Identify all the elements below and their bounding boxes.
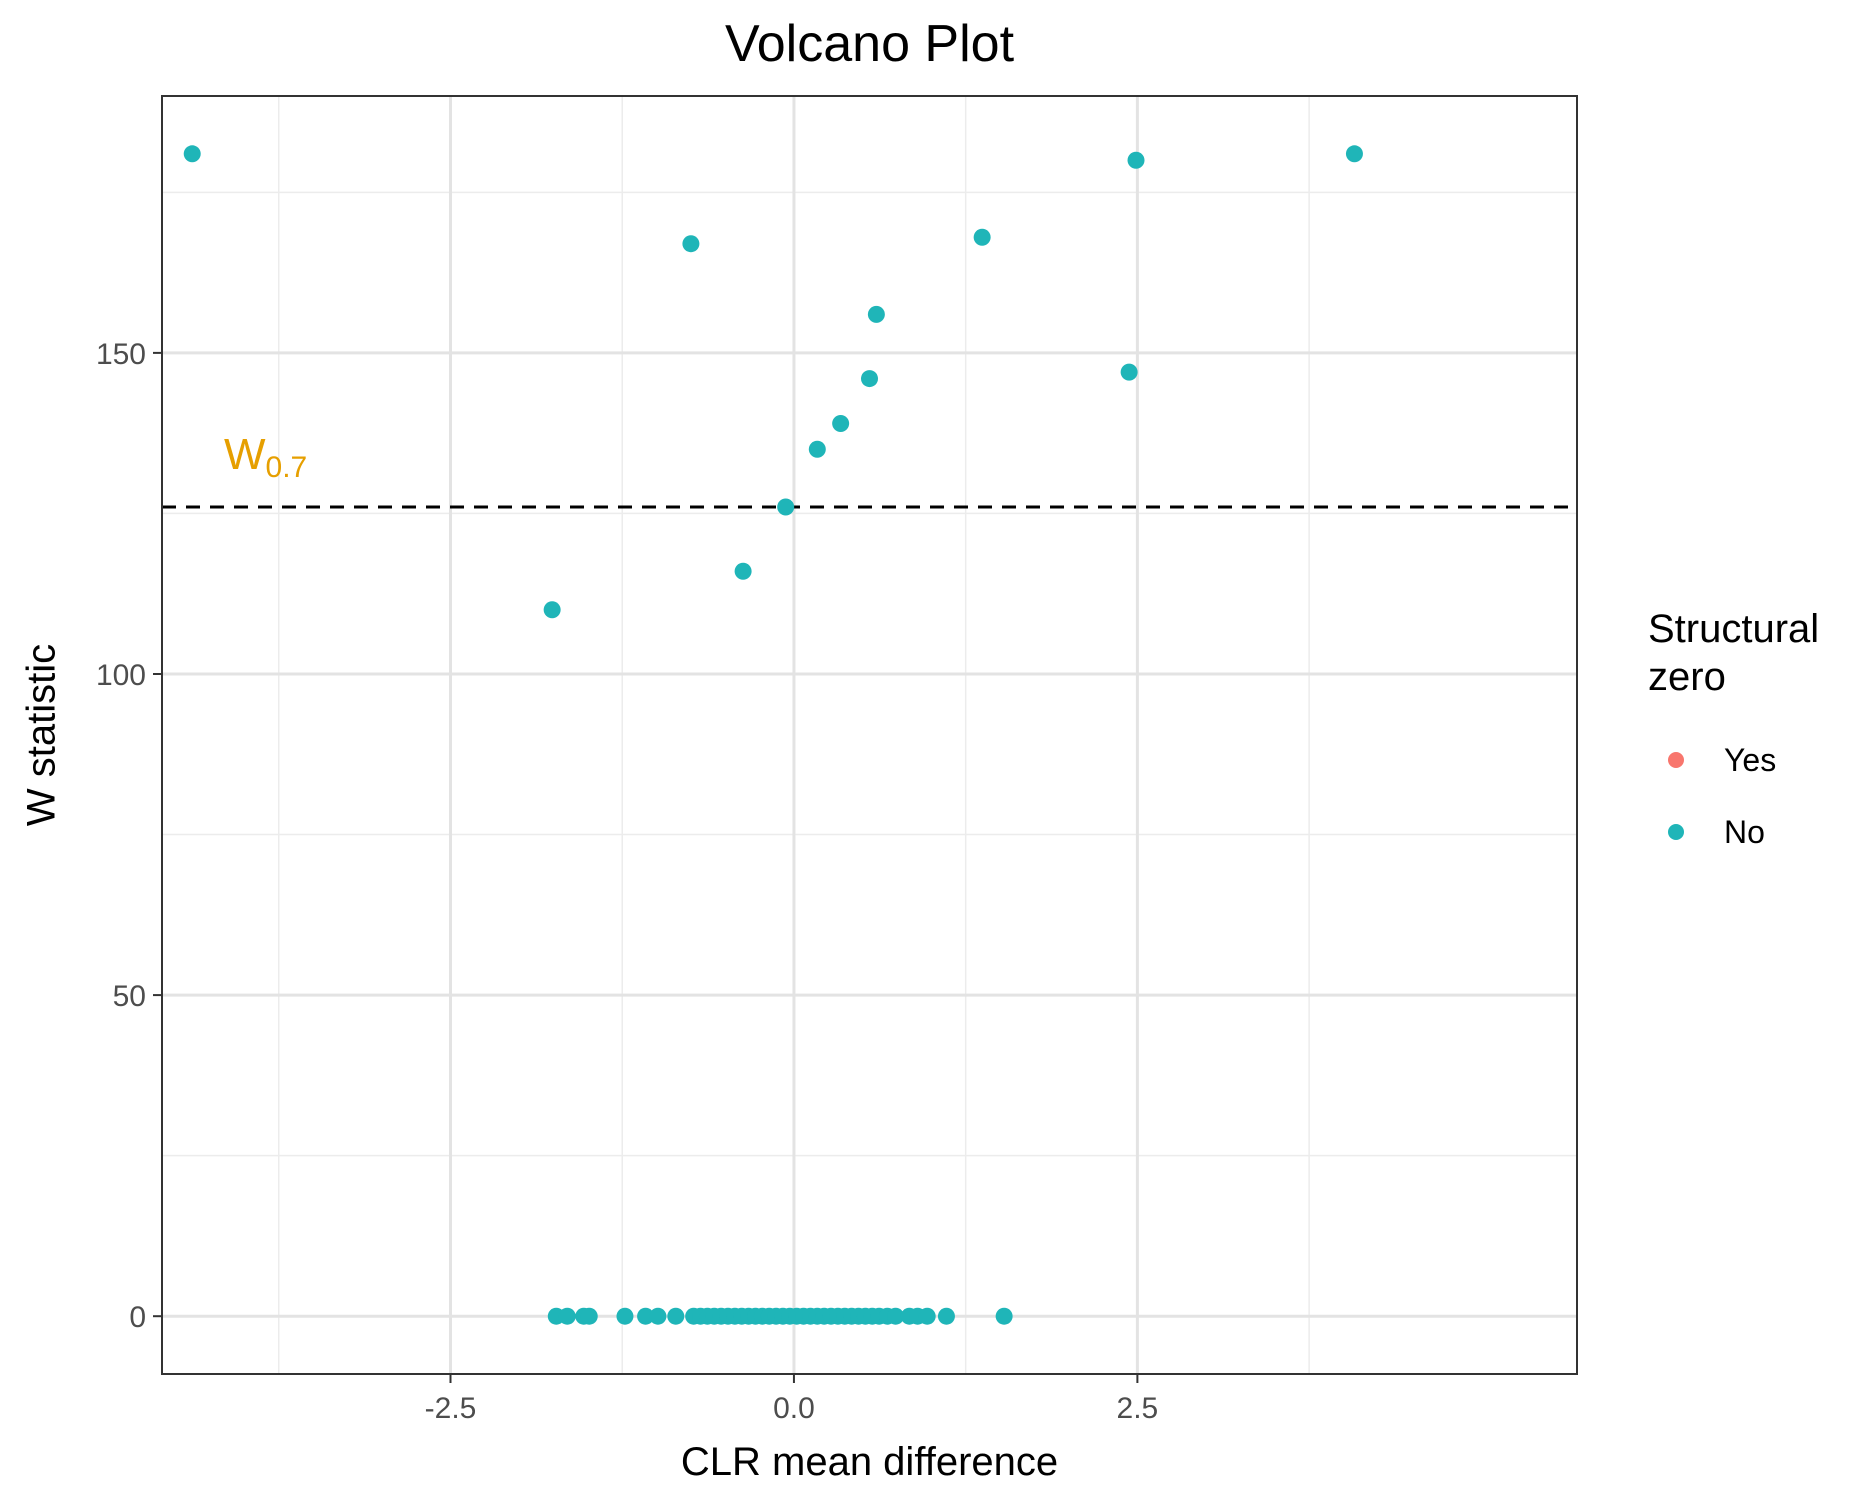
data-point bbox=[777, 498, 795, 516]
data-point bbox=[832, 415, 850, 433]
y-tick-label: 0 bbox=[129, 1301, 146, 1334]
data-point bbox=[973, 228, 991, 246]
legend-item-yes: Yes bbox=[1668, 740, 1776, 780]
data-point bbox=[667, 1307, 685, 1325]
data-point bbox=[995, 1307, 1013, 1325]
x-tick-label: 2.5 bbox=[1117, 1392, 1159, 1425]
legend-title: Structural zero bbox=[1648, 607, 1820, 699]
legend-key-no bbox=[1668, 824, 1684, 840]
data-point bbox=[918, 1307, 936, 1325]
data-point bbox=[616, 1307, 634, 1325]
x-axis-label: CLR mean difference bbox=[680, 1440, 1059, 1484]
legend-label-no: No bbox=[1724, 813, 1765, 850]
data-point bbox=[861, 370, 878, 388]
threshold-annotation-subscript: 0.7 bbox=[265, 451, 308, 484]
data-point bbox=[1120, 363, 1138, 381]
data-point bbox=[1345, 145, 1363, 163]
y-tick-label: 150 bbox=[96, 338, 146, 371]
y-tick-label: 50 bbox=[113, 980, 146, 1013]
data-point bbox=[543, 601, 561, 619]
threshold-annotation: W0.7 bbox=[224, 430, 307, 485]
data-point bbox=[183, 145, 201, 163]
y-axis-ticks: 0 50 100 150 bbox=[96, 338, 162, 1334]
data-point bbox=[808, 440, 826, 458]
data-point bbox=[887, 1307, 905, 1325]
x-tick-label: -2.5 bbox=[425, 1392, 477, 1425]
chart-title: Volcano Plot bbox=[724, 15, 1015, 73]
x-axis-ticks: -2.5 0.0 2.5 bbox=[425, 1374, 1159, 1425]
data-point bbox=[1127, 151, 1145, 169]
data-point bbox=[649, 1307, 667, 1325]
data-point bbox=[637, 1307, 655, 1325]
plot-panel-border bbox=[161, 95, 1578, 1375]
data-point bbox=[682, 235, 700, 253]
legend-key-yes bbox=[1668, 752, 1684, 768]
data-point bbox=[580, 1307, 598, 1325]
data-point bbox=[734, 562, 752, 580]
data-points bbox=[183, 145, 1363, 1325]
threshold-annotation-main: W bbox=[224, 430, 266, 479]
legend-label-yes: Yes bbox=[1724, 741, 1777, 778]
major-gridlines bbox=[162, 96, 1577, 1374]
data-point bbox=[937, 1307, 955, 1325]
minor-gridlines bbox=[162, 96, 1577, 1374]
y-tick-label: 100 bbox=[96, 659, 146, 692]
data-point bbox=[558, 1307, 576, 1325]
x-tick-label: 0.0 bbox=[773, 1392, 815, 1425]
y-axis-label: W statistic bbox=[19, 643, 64, 827]
data-point bbox=[867, 305, 885, 323]
legend-item-no: No bbox=[1668, 812, 1765, 852]
